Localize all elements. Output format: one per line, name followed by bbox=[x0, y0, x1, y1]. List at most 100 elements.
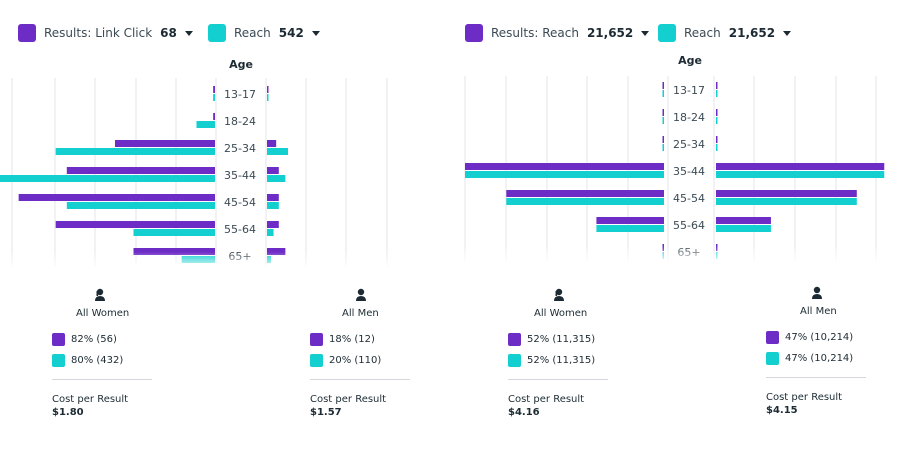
bar-men-results bbox=[267, 194, 279, 201]
caret-down-icon bbox=[311, 30, 320, 36]
bar-women-results bbox=[506, 190, 664, 197]
right-panel: Results: Reach 21,652 Reach 21,652 Age 1… bbox=[456, 0, 912, 452]
men-results-value: 18% (12) bbox=[329, 334, 375, 345]
bar-women-reach bbox=[196, 121, 215, 128]
men-results-row: 47% (10,214) bbox=[766, 331, 912, 344]
bar-women-results bbox=[55, 221, 216, 228]
results-swatch bbox=[18, 24, 36, 42]
age-tick-label: 25-34 bbox=[224, 142, 256, 155]
caret-down-icon bbox=[641, 30, 650, 36]
caret-down-icon bbox=[184, 30, 193, 36]
legend-results-value: 21,652 bbox=[586, 26, 634, 40]
bar-women-reach bbox=[0, 175, 215, 182]
bar-men-results bbox=[267, 221, 279, 228]
reach-swatch bbox=[658, 24, 676, 42]
age-axis-title: Age bbox=[229, 58, 253, 71]
women-results-value: 82% (56) bbox=[71, 334, 117, 345]
bar-women-reach bbox=[465, 171, 664, 178]
bar-women-reach bbox=[662, 117, 664, 124]
results-swatch bbox=[766, 331, 779, 344]
men-results-value: 47% (10,214) bbox=[785, 332, 854, 343]
men-label: All Men bbox=[800, 306, 837, 317]
reach-swatch bbox=[508, 354, 521, 367]
bar-men-results bbox=[716, 109, 718, 116]
bar-women-reach bbox=[66, 202, 215, 209]
age-tick-label: 45-54 bbox=[224, 196, 256, 209]
divider bbox=[766, 377, 866, 378]
bar-women-results bbox=[133, 248, 215, 255]
bar-men-reach bbox=[716, 117, 718, 124]
women-cpr-value: $1.80 bbox=[52, 407, 84, 418]
reach-swatch bbox=[52, 354, 65, 367]
bar-men-reach bbox=[716, 225, 771, 232]
legend-reach-value: 21,652 bbox=[728, 26, 776, 40]
chart-fade bbox=[0, 252, 456, 270]
bar-men-reach bbox=[716, 144, 718, 151]
men-cpr-value: $1.57 bbox=[310, 407, 342, 418]
bar-men-reach bbox=[267, 202, 279, 209]
bar-women-reach bbox=[213, 94, 215, 101]
women-label: All Women bbox=[534, 308, 588, 319]
age-tick-label: 18-24 bbox=[224, 115, 256, 128]
results-swatch bbox=[52, 333, 65, 346]
bar-men-results bbox=[716, 190, 857, 197]
bar-men-reach bbox=[716, 171, 885, 178]
bar-men-reach bbox=[267, 175, 286, 182]
age-axis-title: Age bbox=[678, 54, 702, 67]
legend-reach-dropdown[interactable]: Reach 542 bbox=[208, 22, 320, 44]
legend-results-dropdown[interactable]: Results: Link Click 68 bbox=[18, 22, 193, 44]
left-panel: Results: Link Click 68 Reach 542 Age 13-… bbox=[0, 22, 456, 418]
bar-women-results bbox=[66, 167, 215, 174]
bar-women-reach bbox=[596, 225, 664, 232]
woman-icon bbox=[95, 288, 105, 301]
men-results-row: 18% (12) bbox=[310, 333, 460, 346]
bar-women-reach bbox=[662, 90, 664, 97]
bar-men-results bbox=[267, 86, 269, 93]
women-summary: All Women 52% (11,315) 52% (11,315) Cost… bbox=[508, 288, 658, 418]
bar-men-results bbox=[716, 163, 885, 170]
men-cpr-label: Cost per Result bbox=[766, 392, 843, 403]
bar-men-reach bbox=[267, 229, 274, 236]
legend-reach-label: Reach bbox=[684, 26, 721, 40]
legend-results-value: 68 bbox=[160, 26, 177, 40]
caret-down-icon bbox=[783, 30, 792, 36]
women-summary: All Women 82% (56) 80% (432) Cost per Re… bbox=[52, 288, 202, 418]
results-swatch bbox=[465, 24, 483, 42]
results-swatch bbox=[310, 333, 323, 346]
bar-men-results bbox=[716, 82, 718, 89]
age-tick-label: 35-44 bbox=[673, 165, 705, 178]
bar-men-reach bbox=[267, 148, 288, 155]
age-tick-label: 25-34 bbox=[673, 138, 705, 151]
bar-women-reach bbox=[55, 148, 216, 155]
women-cpr-label: Cost per Result bbox=[508, 394, 585, 405]
women-reach-row: 52% (11,315) bbox=[508, 354, 658, 367]
bar-men-results bbox=[267, 167, 279, 174]
age-tick-label: 55-64 bbox=[673, 219, 705, 232]
bar-men-results bbox=[716, 217, 771, 224]
bar-women-results bbox=[596, 217, 664, 224]
men-reach-row: 20% (110) bbox=[310, 354, 460, 367]
men-reach-row: 47% (10,214) bbox=[766, 352, 912, 365]
legend-results-dropdown[interactable]: Results: Reach 21,652 bbox=[465, 22, 650, 44]
men-reach-value: 47% (10,214) bbox=[785, 353, 854, 364]
reach-swatch bbox=[310, 354, 323, 367]
bar-men-reach bbox=[716, 90, 718, 97]
men-reach-value: 20% (110) bbox=[329, 355, 382, 366]
women-reach-value: 80% (432) bbox=[71, 355, 124, 366]
reach-swatch bbox=[766, 352, 779, 365]
men-summary: All Men 18% (12) 20% (110) Cost per Resu… bbox=[310, 288, 460, 418]
men-label: All Men bbox=[342, 308, 379, 319]
women-label: All Women bbox=[76, 308, 130, 319]
legend-reach-dropdown[interactable]: Reach 21,652 bbox=[658, 22, 792, 44]
women-reach-row: 80% (432) bbox=[52, 354, 202, 367]
legend-results-label: Results: Reach bbox=[491, 26, 579, 40]
bar-women-results bbox=[662, 136, 664, 143]
bar-men-results bbox=[716, 136, 718, 143]
divider bbox=[52, 379, 152, 380]
legend-reach-label: Reach bbox=[234, 26, 271, 40]
bar-women-results bbox=[662, 82, 664, 89]
age-tick-label: 35-44 bbox=[224, 169, 256, 182]
man-icon bbox=[812, 286, 822, 299]
divider bbox=[508, 379, 608, 380]
legend-results-label: Results: Link Click bbox=[44, 26, 153, 40]
